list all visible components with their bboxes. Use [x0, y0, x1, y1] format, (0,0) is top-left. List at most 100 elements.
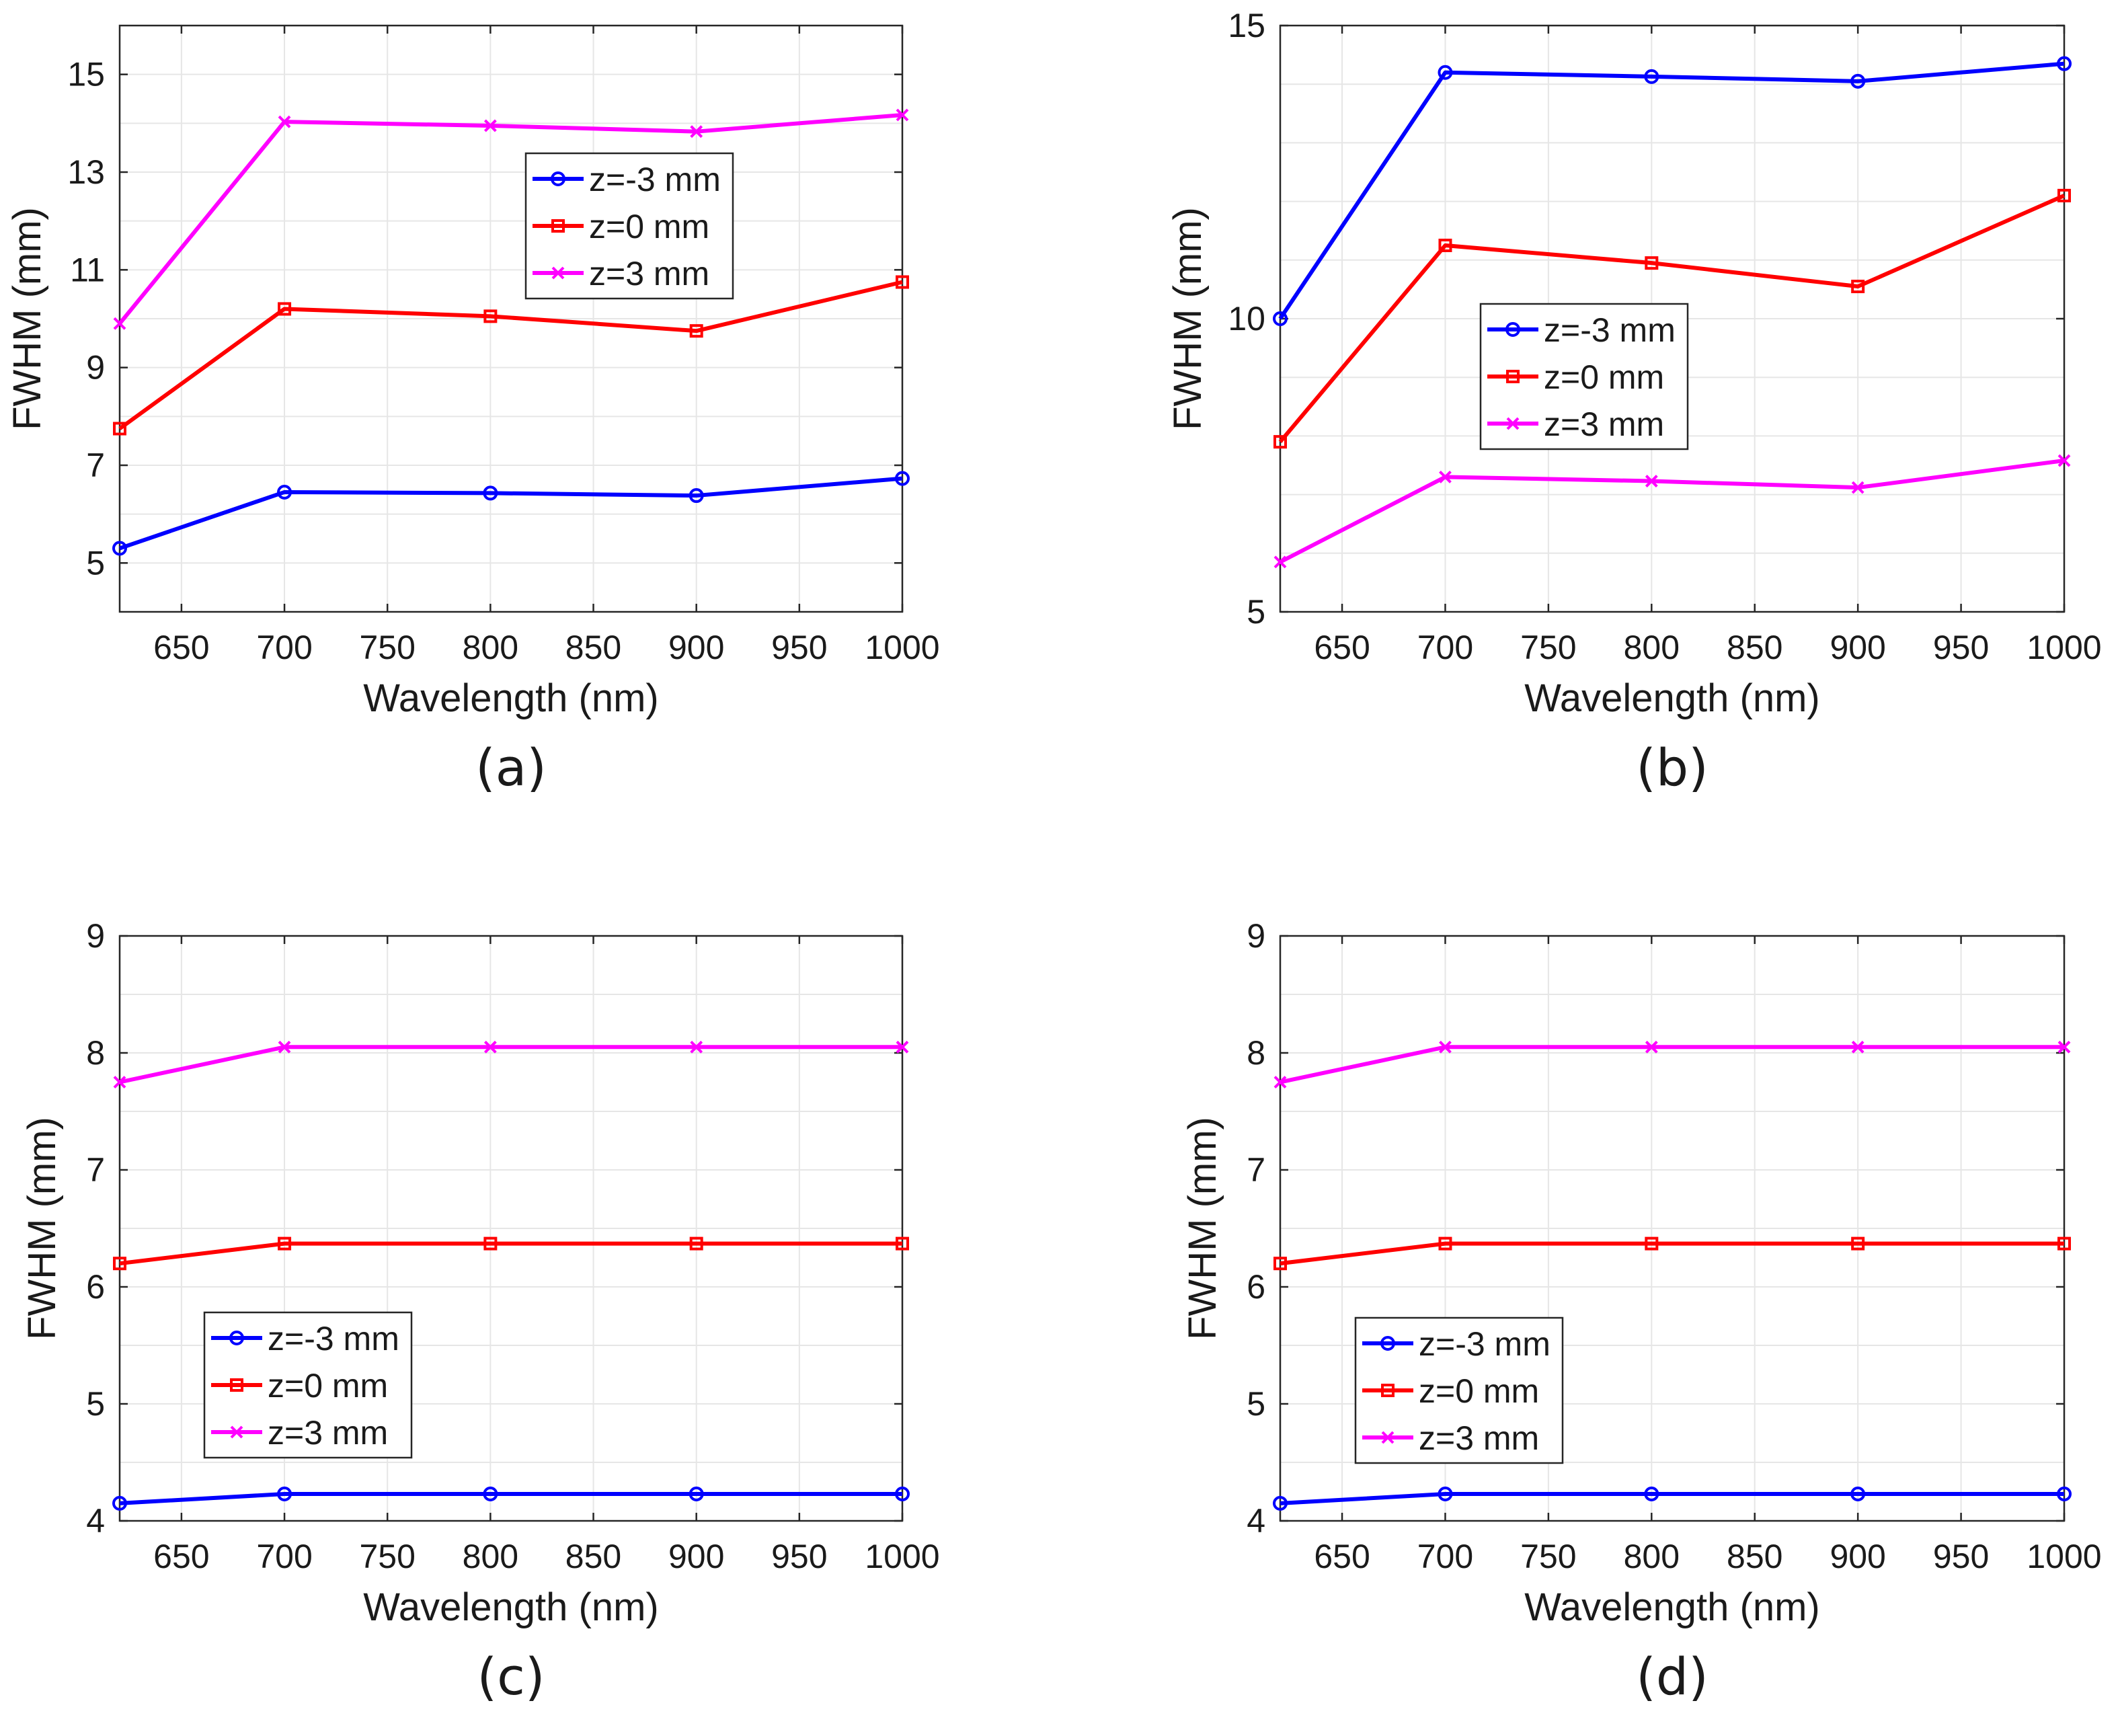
y-tick-label: 5 [1247, 593, 1265, 631]
data-point [1273, 1495, 1288, 1511]
y-axis-label: FWHM (mm) [20, 1117, 64, 1340]
legend-label: z=-3 mm [268, 1320, 399, 1357]
chart-panel-a: 650 700 750 800 850 900 950 1000 5 7 9 11 13 15 Wavele… [5, 24, 940, 797]
data-point [483, 1040, 497, 1054]
legend-marker [1506, 417, 1520, 430]
y-tick-label: 9 [86, 349, 105, 387]
y-tick-label: 7 [86, 446, 105, 484]
x-tick-label: 900 [1830, 1538, 1885, 1575]
y-tick-label: 6 [1247, 1268, 1265, 1306]
x-tick-label: 800 [1624, 1538, 1680, 1575]
legend-marker [551, 219, 565, 233]
panel-caption: (a) [475, 738, 547, 797]
x-axis-label: Wavelength (nm) [1524, 1585, 1819, 1629]
data-point [895, 471, 910, 486]
y-tick-label: 4 [1247, 1502, 1265, 1540]
axes-box [118, 24, 904, 613]
data-point [689, 488, 704, 504]
panel-caption: (b) [1636, 738, 1709, 797]
series-z-0-mm [1273, 188, 2071, 449]
data-point [1438, 239, 1452, 252]
series-z-0-mm [113, 275, 909, 436]
data-point [896, 1236, 909, 1251]
x-tick-label: 700 [256, 1538, 312, 1575]
panel-caption: (d) [1636, 1647, 1709, 1706]
y-tick-label: 8 [1247, 1034, 1265, 1072]
legend-label: z=-3 mm [589, 161, 721, 198]
data-point [689, 1236, 703, 1251]
data-point [483, 309, 498, 323]
data-point [1273, 555, 1287, 569]
x-tick-label: 1000 [2027, 629, 2101, 666]
x-axis-label: Wavelength (nm) [1524, 676, 1819, 720]
legend-marker [1381, 1384, 1395, 1397]
series-z-3-mm [1273, 1040, 2071, 1089]
data-point [1438, 1486, 1453, 1501]
x-tick-label: 950 [771, 1538, 827, 1575]
x-tick-label: 750 [1520, 1538, 1576, 1575]
legend-marker [1380, 1336, 1395, 1351]
data-point [1439, 1040, 1452, 1054]
y-tick-label: 6 [86, 1268, 105, 1306]
x-tick-label: 700 [1417, 1538, 1473, 1575]
legend-marker [1381, 1431, 1395, 1444]
data-point [690, 1040, 703, 1054]
x-tick-label: 1000 [865, 629, 939, 666]
x-tick-label: 750 [359, 1538, 415, 1575]
x-tick-label: 750 [359, 629, 415, 666]
series-z-3-mm [113, 108, 909, 330]
x-tick-label: 1000 [865, 1538, 939, 1575]
x-tick-label: 900 [1830, 629, 1885, 666]
series-line [1278, 194, 2066, 444]
y-tick-label: 7 [86, 1151, 105, 1189]
y-tick-label: 15 [1228, 7, 1265, 44]
chart-panel-b: 650 700 750 800 850 900 950 1000 5 10 15 Wavelength… [1166, 7, 2102, 797]
series-line [1280, 1491, 2064, 1505]
legend-label: z=0 mm [268, 1367, 388, 1405]
legend-marker [1506, 370, 1520, 383]
data-point [1851, 1236, 1865, 1251]
data-point [690, 125, 703, 139]
y-tick-label: 9 [1247, 917, 1265, 955]
series-line [119, 476, 903, 551]
data-point [113, 1257, 126, 1271]
series-z-3-mm [1273, 1486, 2072, 1511]
data-point [277, 484, 292, 500]
x-tick-label: 850 [565, 1538, 621, 1575]
data-point [2057, 1040, 2071, 1054]
data-point [1273, 1257, 1287, 1271]
x-tick-label: 800 [1624, 629, 1680, 666]
x-tick-label: 950 [1933, 629, 1989, 666]
legend-label: z=0 mm [1544, 358, 1664, 396]
x-tick-label: 650 [153, 629, 209, 666]
data-point [1645, 1040, 1658, 1054]
data-point [1273, 1076, 1287, 1089]
x-tick-label: 650 [153, 1538, 209, 1575]
data-point [1850, 1486, 1866, 1501]
series-z-3-mm [113, 1040, 909, 1089]
x-tick-label: 850 [1727, 629, 1782, 666]
legend-label: z=0 mm [1419, 1372, 1539, 1410]
y-tick-label: 15 [67, 56, 105, 93]
legend-label: z=3 mm [1419, 1419, 1539, 1457]
legend: z=-3 mm z=0 mm z=3 mm [203, 1311, 413, 1459]
y-axis-label: FWHM (mm) [5, 207, 49, 430]
data-point [112, 541, 127, 556]
data-point [689, 324, 703, 338]
charts-root: 650 700 750 800 850 900 950 1000 5 7 9 11 13 15 Wavele… [5, 7, 2102, 1706]
y-axis-label: FWHM (mm) [1181, 1117, 1224, 1340]
y-axis-label: FWHM (mm) [1166, 207, 1210, 430]
series-line [119, 1241, 902, 1266]
legend-label: z=3 mm [1544, 405, 1664, 443]
legend-marker [551, 171, 565, 186]
data-point [1645, 1236, 1659, 1251]
series-line [118, 280, 903, 430]
data-point [277, 1486, 292, 1501]
data-point [2057, 188, 2071, 202]
data-point [278, 302, 292, 316]
series-line [1280, 1241, 2064, 1266]
x-tick-label: 950 [771, 629, 827, 666]
series-z-3-mm [1273, 56, 2072, 326]
data-point [1438, 65, 1453, 80]
